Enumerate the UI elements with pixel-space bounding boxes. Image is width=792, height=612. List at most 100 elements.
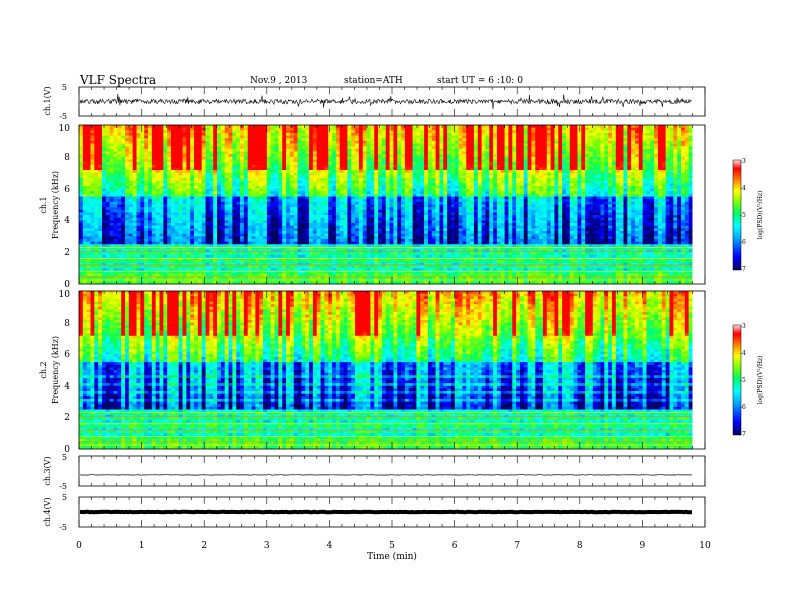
spectrogram-cell (416, 125, 421, 128)
spectrogram-cell (128, 204, 133, 208)
spectrogram-cell (608, 175, 613, 179)
spectrogram-cell (435, 159, 440, 163)
spectrogram-cell (286, 159, 291, 163)
spectrogram-cell (523, 170, 528, 173)
spectrogram-cell (385, 172, 390, 176)
spectrogram-cell (596, 148, 601, 152)
spectrogram-cell (228, 125, 233, 128)
spectrogram-cell (186, 156, 191, 160)
spectrogram-cell (309, 151, 314, 155)
spectrogram-cell (654, 164, 659, 168)
spectrogram-cell (470, 193, 475, 197)
spectrogram-cell (125, 188, 130, 192)
spectrogram-cell (358, 172, 364, 176)
spectrogram-cell (581, 172, 586, 176)
spectrogram-cell (527, 140, 532, 144)
spectrogram-cell (397, 185, 402, 189)
spectrogram-cell (182, 151, 187, 155)
spectrogram-cell (554, 193, 559, 197)
spectrogram-cell (220, 172, 225, 176)
spectrogram-cell (554, 151, 559, 155)
spectrogram-cell (240, 188, 245, 192)
spectrogram-cell (282, 178, 287, 181)
spectrogram-cell (389, 132, 394, 136)
spectrogram-cell (347, 127, 352, 131)
spectrogram-cell (688, 164, 693, 168)
spectrogram-cell (588, 146, 594, 150)
spectrogram-cell (178, 191, 183, 195)
spectrogram-cell (542, 159, 548, 163)
spectrogram-cell (642, 127, 647, 131)
spectrogram-cell (335, 159, 341, 163)
spectrogram-cell (366, 183, 371, 187)
spectrogram-cell (508, 185, 513, 189)
spectrogram-cell (454, 191, 459, 195)
spectrogram-cell (466, 146, 471, 150)
spectrogram-cell (335, 140, 341, 144)
spectrogram-cell (412, 143, 417, 147)
spectrogram-cell (569, 156, 574, 160)
spectrogram-cell (312, 127, 318, 131)
spectrogram-cell (604, 130, 609, 134)
spectrogram-cell (550, 156, 555, 160)
spectrogram-cell (312, 164, 318, 168)
spectrogram-cell (654, 201, 659, 205)
spectrogram-cell (113, 180, 118, 184)
spectrogram-cell (535, 130, 540, 134)
spectrogram-cell (558, 138, 563, 142)
spectrogram-cell (370, 167, 375, 171)
spectrogram-cell (82, 178, 87, 181)
spectrogram-cell (324, 204, 329, 208)
spectrogram-cell (328, 138, 333, 142)
spectrogram-cell (197, 138, 202, 142)
spectrogram-cell (569, 191, 574, 195)
spectrogram-cell (389, 204, 394, 208)
spectrogram-cell (615, 199, 620, 203)
spectrogram-cell (343, 170, 348, 173)
spectrogram-cell (312, 172, 318, 176)
spectrogram-cell (673, 164, 678, 168)
spectrogram-cell (565, 201, 571, 205)
spectrogram-cell (516, 154, 521, 158)
spectrogram-cell (439, 156, 444, 160)
spectrogram-cell (186, 132, 191, 136)
spectrogram-cell (247, 199, 252, 203)
spectrogram-cell (305, 143, 310, 147)
spectrogram-cell (148, 180, 153, 184)
spectrogram-cell (408, 170, 413, 173)
spectrogram-cell (232, 204, 237, 208)
spectrogram-cell (274, 146, 279, 150)
spectrogram-cell (481, 170, 486, 173)
spectrogram-cell (362, 185, 367, 189)
spectrogram-cell (673, 193, 678, 197)
spectrogram-cell (466, 130, 471, 134)
spectrogram-cell (412, 172, 417, 176)
spectrogram-cell (309, 159, 314, 163)
spectrogram-cell (102, 199, 107, 203)
spectrogram-cell (94, 185, 99, 189)
spectrogram-cell (535, 172, 540, 176)
spectrogram-cell (527, 164, 532, 168)
spectrogram-cell (240, 180, 245, 184)
spectrogram-cell (217, 185, 222, 189)
spectrogram-cell (220, 140, 225, 144)
spectrogram-cell (86, 183, 91, 187)
spectrogram-cell (588, 130, 594, 134)
spectrogram-cell (420, 175, 425, 179)
spectrogram-cell (305, 183, 310, 187)
spectrogram-cell (293, 191, 298, 195)
spectrogram-cell (431, 125, 436, 128)
spectrogram-cell (431, 180, 436, 184)
spectrogram-cell (581, 185, 586, 189)
spectrogram-cell (523, 162, 528, 166)
spectrogram-cell (113, 127, 118, 131)
spectrogram-cell (128, 143, 133, 147)
spectrogram-cell (493, 167, 498, 171)
spectrogram-cell (240, 201, 245, 205)
spectrogram-cell (585, 148, 590, 152)
spectrogram-cell (247, 135, 252, 139)
spectrogram-cell (565, 154, 571, 158)
spectrogram-cell (86, 156, 91, 160)
spectrogram-cell (186, 170, 191, 173)
spectrogram-cell (473, 130, 479, 134)
